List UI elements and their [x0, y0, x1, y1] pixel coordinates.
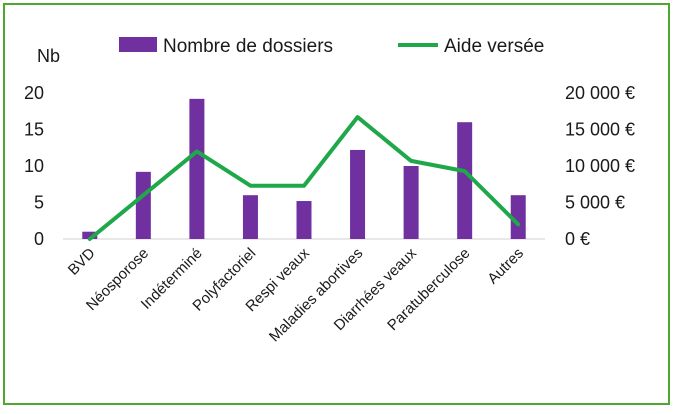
y-left-tick-label: 20 — [24, 83, 44, 103]
y-left-tick-label: 10 — [24, 156, 44, 176]
category-labels: BVDNéosporoseIndéterminéPolyfactorielRes… — [65, 244, 527, 345]
bar — [135, 171, 151, 239]
bar — [296, 201, 312, 239]
bar — [82, 231, 98, 239]
y-right-ticks: 0 € 5 000 € 10 000 € 15 000 € 20 000 € — [565, 83, 635, 249]
bar — [403, 166, 419, 239]
legend-bar-swatch — [119, 37, 157, 52]
y-left-ticks: 0 5 10 15 20 — [24, 83, 44, 249]
legend-line-label: Aide versée — [444, 36, 544, 57]
x-tick-label: Maladies abortives — [266, 245, 366, 345]
y-right-tick-label: 5 000 € — [565, 193, 625, 213]
y-right-tick-label: 15 000 € — [565, 120, 635, 140]
line-path — [87, 115, 521, 241]
bar — [510, 195, 526, 239]
y-right-tick-label: 20 000 € — [565, 83, 635, 103]
x-tick-label: Autres — [484, 245, 527, 288]
line-series — [87, 115, 521, 241]
legend-bar-label: Nombre de dossiers — [163, 36, 333, 57]
bar — [350, 149, 366, 239]
y-left-tick-label: 0 — [34, 229, 44, 249]
y-left-tick-label: 15 — [24, 120, 44, 140]
bar — [457, 122, 473, 239]
y-left-axis-title: Nb — [37, 46, 60, 66]
bar-series — [82, 98, 526, 239]
y-left-tick-label: 5 — [34, 193, 44, 213]
bar — [189, 98, 205, 239]
legend: Nombre de dossiers Aide versée — [119, 36, 544, 57]
y-right-tick-label: 0 € — [565, 229, 590, 249]
y-right-tick-label: 10 000 € — [565, 156, 635, 176]
x-tick-label: BVD — [65, 245, 99, 279]
chart-frame — [3, 3, 670, 405]
bar — [242, 195, 258, 239]
